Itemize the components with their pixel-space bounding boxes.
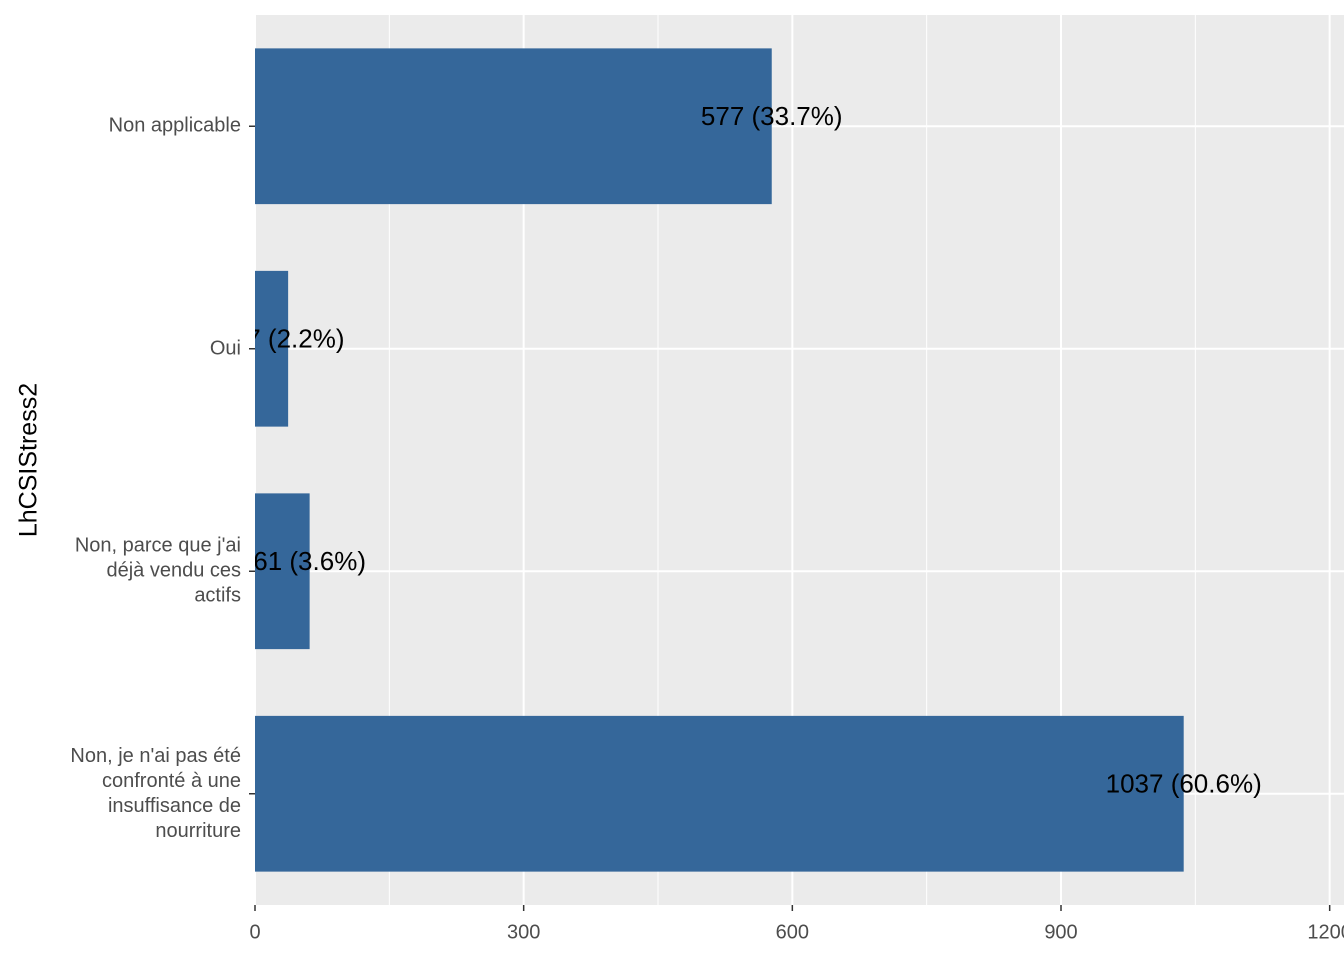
bar (255, 493, 310, 650)
y-tick-label: Oui (209, 337, 241, 360)
value-label: 37 (2.2%) (232, 324, 345, 354)
x-tick-label: 0 (249, 921, 260, 943)
x-tick-label: 600 (776, 921, 809, 943)
y-tick-label: Non, parce que j'ai déjà vendu ces actif… (74, 534, 241, 607)
y-tick-label: Non, je n'ai pas été confronté à une ins… (70, 744, 241, 842)
value-label: 577 (33.7%) (701, 101, 843, 131)
bar (255, 270, 289, 427)
y-tick-label: Non applicable (108, 114, 241, 137)
y-axis-title: LhCSIStress2 (15, 383, 43, 537)
x-tick-label: 1200 (1307, 921, 1344, 943)
bar (255, 48, 772, 205)
value-label: 1037 (60.6%) (1106, 769, 1262, 799)
x-tick-label: 900 (1044, 921, 1077, 943)
bar (255, 715, 1184, 872)
x-tick-label: 300 (507, 921, 540, 943)
value-label: 61 (3.6%) (253, 546, 366, 576)
